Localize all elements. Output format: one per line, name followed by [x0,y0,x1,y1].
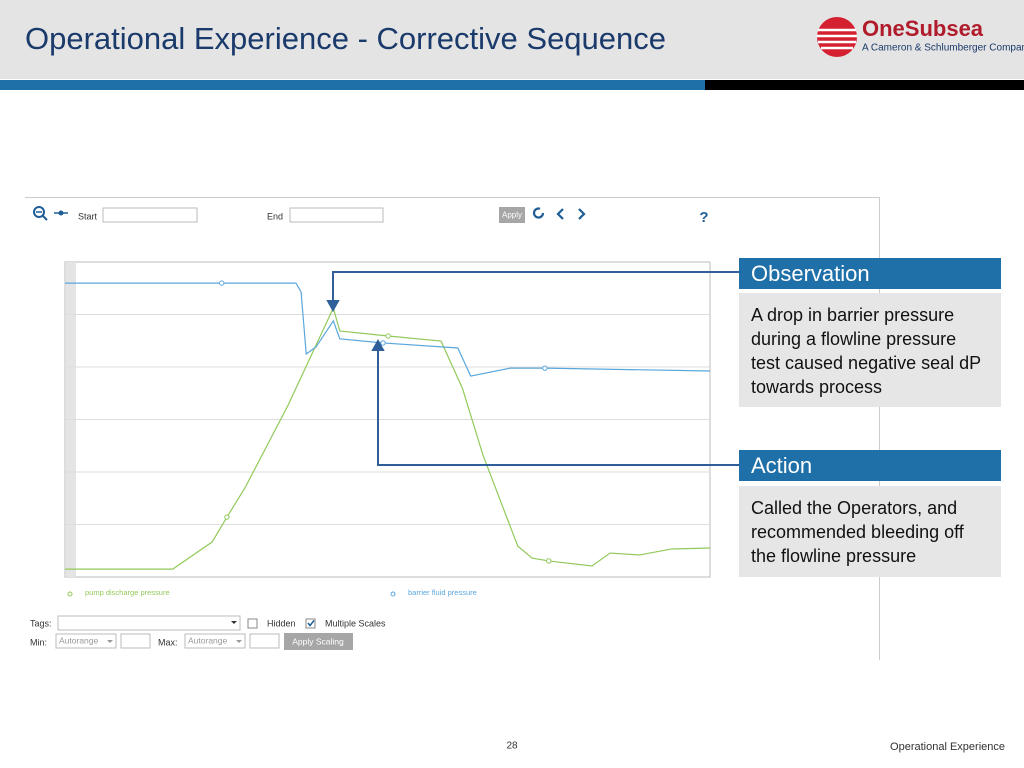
max-select[interactable] [184,633,246,649]
max-input[interactable] [249,633,280,649]
help-icon[interactable]: ? [699,209,708,226]
series-marker [219,280,225,286]
max-label: Max: [158,637,178,647]
legend-marker [67,591,73,597]
legend-label: barrier fluid pressure [408,588,477,597]
apply-button[interactable] [499,207,525,223]
footer-section: Operational Experience [890,741,1005,753]
nav-icons[interactable] [532,207,586,220]
min-input[interactable] [120,633,151,649]
apply-scaling-label: Apply Scaling [292,636,344,646]
callout-text: Called the Operators, and recommended bl… [739,486,1001,577]
min-value: Autorange [59,635,98,645]
end-label: End [267,211,283,221]
apply-scaling-button[interactable] [284,633,353,650]
max-dropdown-arrow [236,640,242,643]
start-label: Start [78,211,98,221]
callout-title: Observation [739,258,1001,289]
checkmark [307,620,315,627]
min-select[interactable] [55,633,117,649]
series-marker [380,340,386,346]
hidden-checkbox[interactable] [247,618,258,629]
hidden-label: Hidden [267,618,296,628]
legend-marker [390,591,396,597]
slide-title: Operational Experience - Corrective Sequ… [25,21,666,56]
action-connector [371,338,739,466]
header-rule-blue [0,80,705,90]
multiple-scales-label: Multiple Scales [325,618,386,628]
apply-label: Apply [502,211,522,220]
series-marker [224,514,230,520]
series-marker [546,558,552,564]
tags-label: Tags: [30,618,52,628]
series-marker [385,333,391,339]
zoom-out-icon[interactable] [33,206,48,221]
min-label: Min: [30,637,47,647]
logo-name: OneSubsea [862,16,984,41]
header-rule-black [705,80,1024,90]
tags-select[interactable] [57,615,241,631]
multiple-scales-checkbox[interactable] [305,618,316,629]
page-number: 28 [506,741,518,752]
series-line [65,282,711,377]
callout-text: A drop in barrier pressure during a flow… [739,293,1001,407]
end-input[interactable] [289,207,384,223]
observation-connector [326,271,739,313]
callout-title: Action [739,450,1001,481]
logo-tagline: A Cameron & Schlumberger Company [862,43,1024,54]
series-marker [542,365,548,371]
series-line [65,306,711,570]
legend-label: pump discharge pressure [85,588,170,597]
tags-dropdown-arrow [231,621,237,624]
max-value: Autorange [188,635,227,645]
range-icon[interactable] [54,210,68,216]
min-dropdown-arrow [107,640,113,643]
logo-icon [817,17,857,57]
start-input[interactable] [102,207,198,223]
